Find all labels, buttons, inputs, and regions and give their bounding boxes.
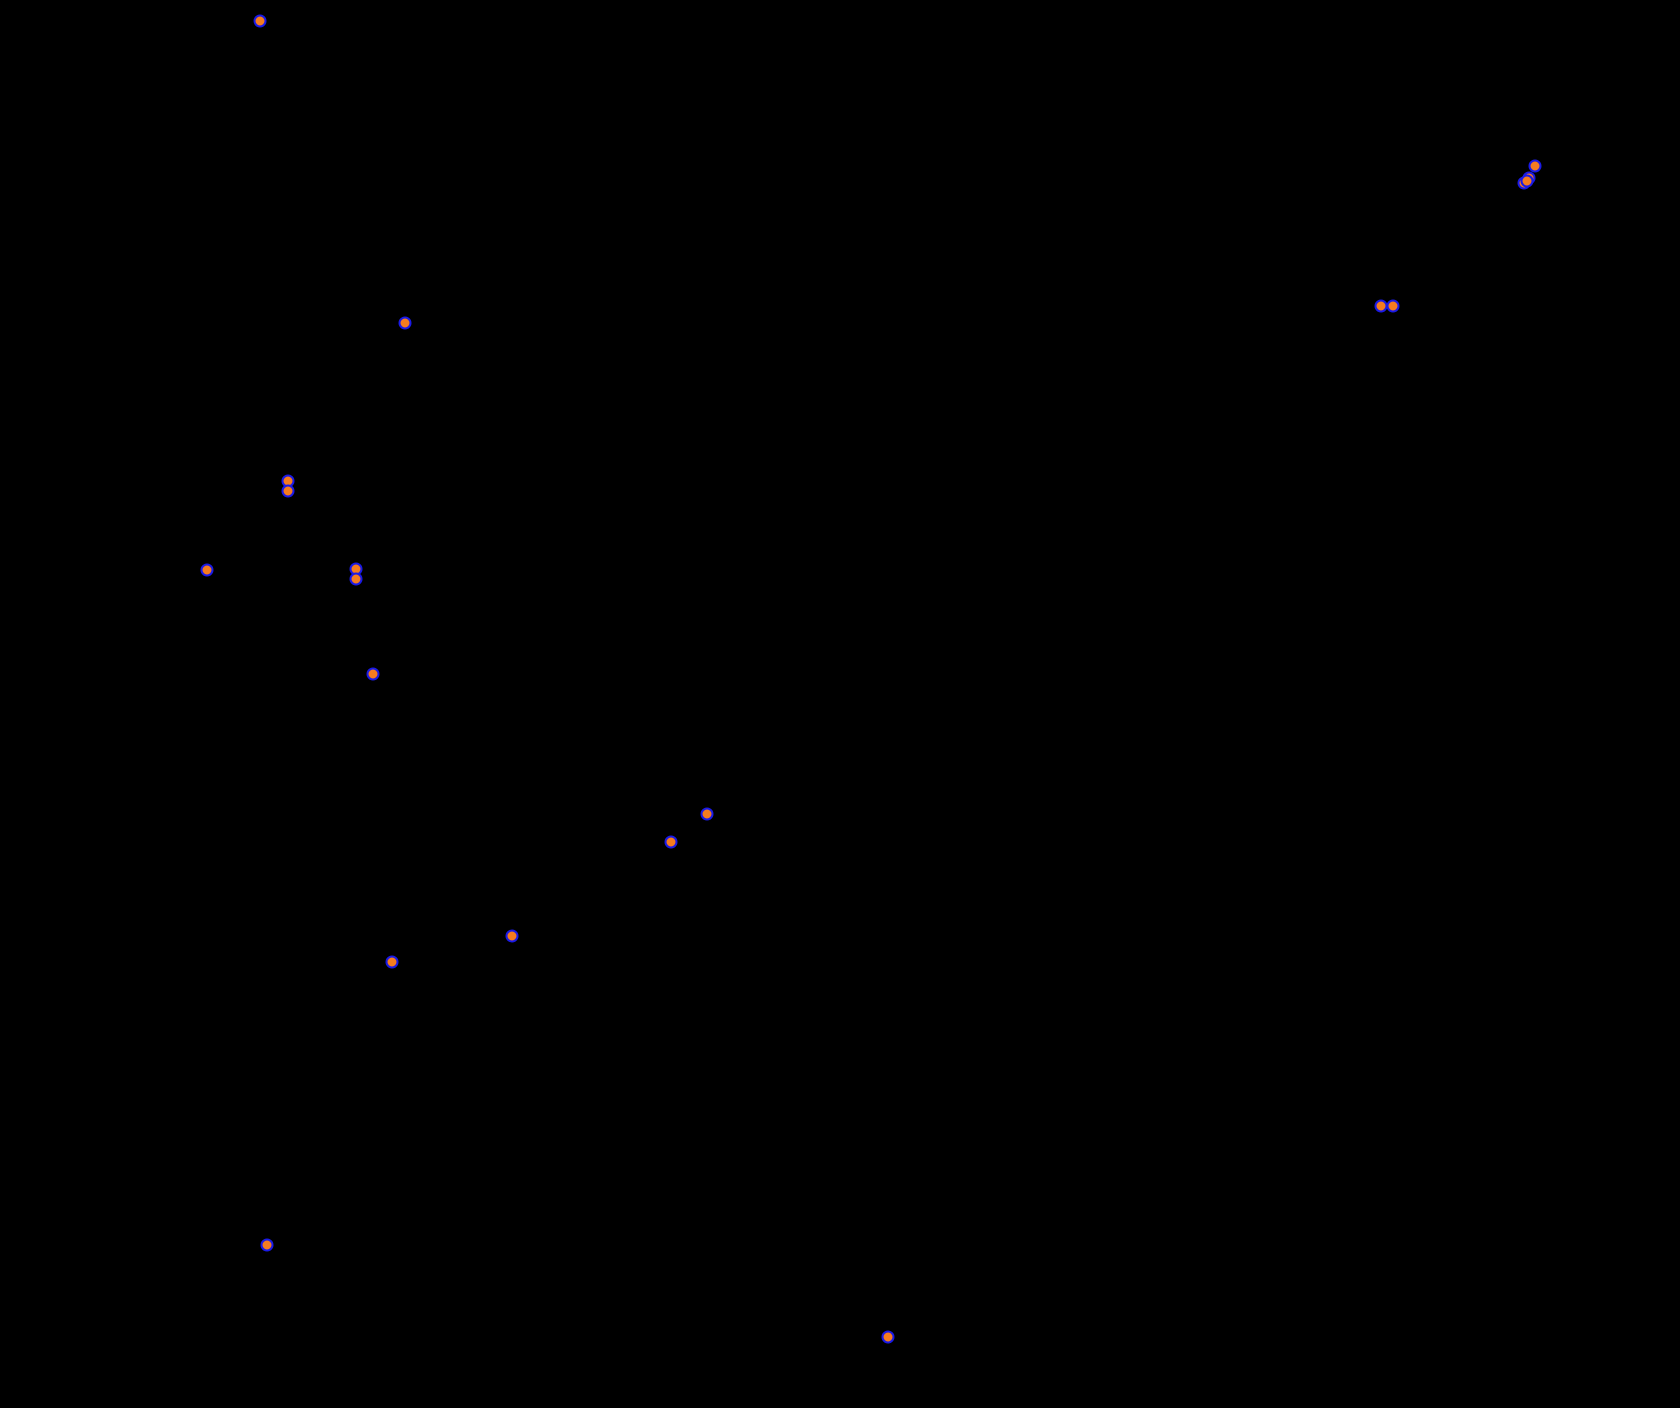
data-point [253,14,267,28]
data-point [398,316,412,330]
data-point [664,835,678,849]
data-point [281,484,295,498]
data-point [1528,159,1542,173]
data-point [700,807,714,821]
data-point [1374,299,1388,313]
data-point [881,1330,895,1344]
data-point [349,572,363,586]
data-point [260,1238,274,1252]
data-point [505,929,519,943]
data-point [366,667,380,681]
data-point [1520,174,1534,188]
data-point-group [200,14,1542,1344]
data-point [200,563,214,577]
data-point [385,955,399,969]
data-point [1386,299,1400,313]
